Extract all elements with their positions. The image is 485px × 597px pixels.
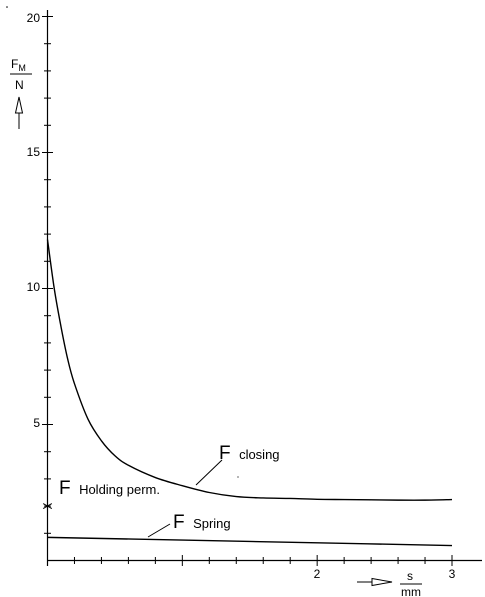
x-unit-denominator: mm [401,585,421,597]
leader-closing [195,459,223,486]
stray-mark [237,476,239,478]
y-unit-arrow-icon [14,96,24,129]
x-unit-label: s mm [357,569,422,597]
annotation-closing-big: F [219,443,231,464]
annotation-leaders [147,459,223,538]
y-tick-label-15: 15 [27,145,41,159]
annotation-spring-big: F [173,512,185,533]
annotation-holding-big: F [59,478,71,499]
y-tick-label-10: 10 [27,280,41,294]
leader-spring [147,523,171,538]
y-unit-denominator: N [15,78,24,92]
x-unit-arrow-icon [357,577,393,587]
annotation-spring: F Spring [173,512,231,533]
holding-perm-marker [42,501,53,512]
y-tick-label-20: 20 [27,11,41,25]
annotation-spring-small: Spring [193,516,231,531]
annotation-holding-small: Holding perm. [79,482,160,497]
annotation-holding: F Holding perm. [59,478,160,499]
x-unit-numerator: s [407,569,413,583]
annotation-closing-small: closing [239,447,279,462]
x-axis [47,555,482,566]
y-unit-numerator: FM [11,57,26,73]
series-line-closing [46,239,453,501]
annotation-closing: F closing [219,443,280,464]
stray-dot [6,6,8,8]
x-tick-label-2: 2 [314,567,321,581]
y-tick-label-5: 5 [33,416,40,430]
y-axis [42,10,53,566]
series-line-spring [47,536,453,547]
x-tick-label-3: 3 [449,567,456,581]
y-unit-label: FM N [10,57,32,129]
